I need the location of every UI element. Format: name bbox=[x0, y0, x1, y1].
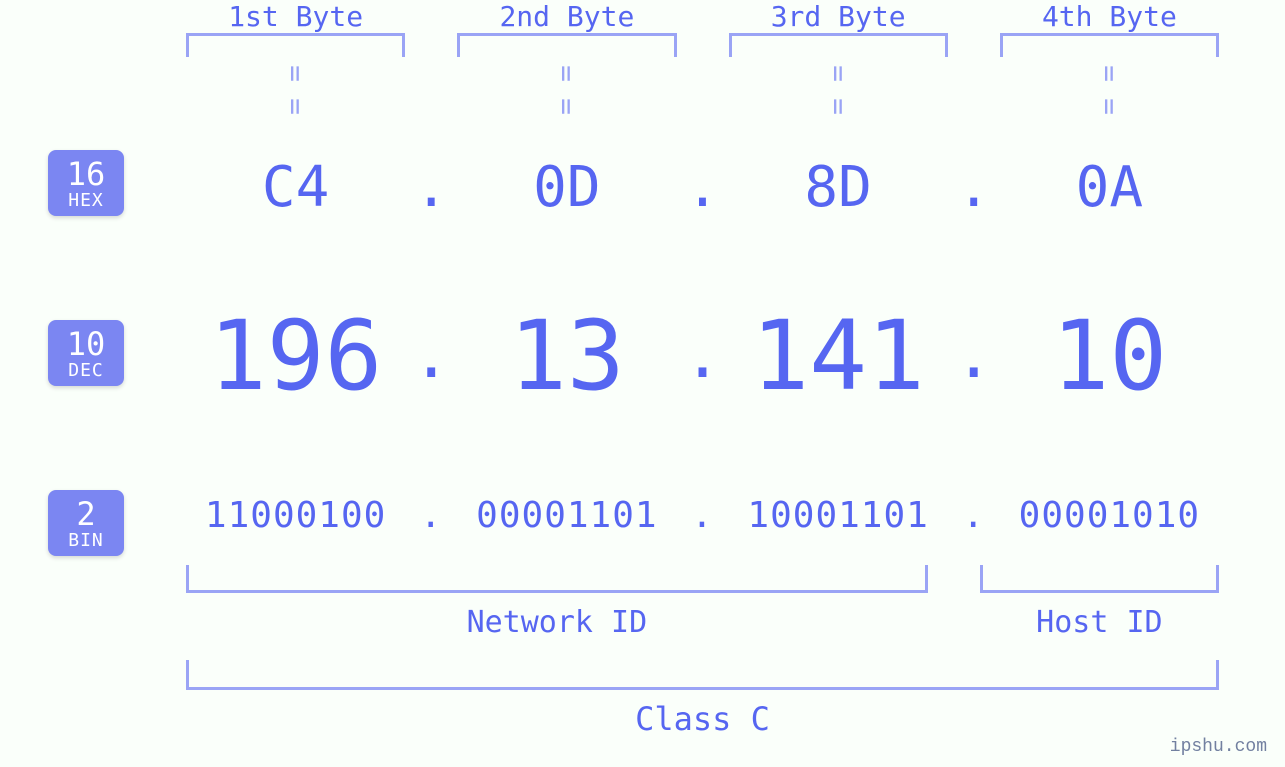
hex-byte-1: C4 bbox=[180, 155, 411, 220]
byte-label-1: 1st Byte bbox=[180, 0, 411, 33]
equals-icon: = bbox=[822, 98, 855, 115]
base-badge-dec-num: 10 bbox=[48, 328, 124, 362]
bin-row: 11000100 . 00001101 . 10001101 . 0000101… bbox=[180, 495, 1225, 536]
base-badge-hex-num: 16 bbox=[48, 158, 124, 192]
class-bracket bbox=[180, 660, 1225, 690]
byte-label-4: 4th Byte bbox=[994, 0, 1225, 33]
dot-separator: . bbox=[411, 319, 451, 393]
equals-icon: = bbox=[279, 65, 312, 82]
dot-separator: . bbox=[411, 495, 451, 536]
byte-top-brackets bbox=[180, 33, 1225, 57]
dot-separator: . bbox=[954, 155, 994, 220]
hex-byte-4: 0A bbox=[994, 155, 1225, 220]
dot-separator: . bbox=[954, 319, 994, 393]
dec-byte-1: 196 bbox=[180, 300, 411, 412]
bin-byte-1: 11000100 bbox=[180, 495, 411, 536]
byte-labels-row: 1st Byte 2nd Byte 3rd Byte 4th Byte bbox=[180, 0, 1225, 33]
equals-icon: = bbox=[550, 98, 583, 115]
hex-byte-3: 8D bbox=[723, 155, 954, 220]
base-badge-hex-label: HEX bbox=[48, 192, 124, 211]
equals-icon: = bbox=[279, 98, 312, 115]
dec-row: 196 . 13 . 141 . 10 bbox=[180, 300, 1225, 412]
base-badge-bin: 2 BIN bbox=[48, 490, 124, 556]
hex-row: C4 . 0D . 8D . 0A bbox=[180, 155, 1225, 220]
host-id-label: Host ID bbox=[974, 605, 1225, 640]
equals-icon: = bbox=[1093, 98, 1126, 115]
base-badge-dec-label: DEC bbox=[48, 362, 124, 381]
bin-byte-2: 00001101 bbox=[451, 495, 682, 536]
dec-byte-2: 13 bbox=[451, 300, 682, 412]
byte-label-2: 2nd Byte bbox=[451, 0, 682, 33]
bin-byte-4: 00001010 bbox=[994, 495, 1225, 536]
base-badge-bin-num: 2 bbox=[48, 498, 124, 532]
equals-row-1: = = = = bbox=[180, 57, 1225, 90]
dec-byte-4: 10 bbox=[994, 300, 1225, 412]
equals-row-2: = = = = bbox=[180, 90, 1225, 123]
network-host-labels: Network ID Host ID bbox=[180, 605, 1225, 640]
equals-icon: = bbox=[1093, 65, 1126, 82]
class-label: Class C bbox=[180, 700, 1225, 738]
dot-separator: . bbox=[683, 319, 723, 393]
base-badge-dec: 10 DEC bbox=[48, 320, 124, 386]
equals-icon: = bbox=[550, 65, 583, 82]
network-id-label: Network ID bbox=[180, 605, 934, 640]
bracket-bottom-icon bbox=[186, 660, 1219, 690]
bracket-top-icon bbox=[729, 33, 948, 57]
diagram-content: 1st Byte 2nd Byte 3rd Byte 4th Byte C4 .… bbox=[180, 0, 1225, 727]
dec-byte-3: 141 bbox=[723, 300, 954, 412]
dot-separator: . bbox=[411, 155, 451, 220]
dot-separator: . bbox=[683, 495, 723, 536]
watermark: ipshu.com bbox=[1170, 737, 1267, 757]
base-badge-bin-label: BIN bbox=[48, 532, 124, 551]
bracket-top-icon bbox=[186, 33, 405, 57]
base-badge-hex: 16 HEX bbox=[48, 150, 124, 216]
dot-separator: . bbox=[954, 495, 994, 536]
hex-byte-2: 0D bbox=[451, 155, 682, 220]
bin-byte-3: 10001101 bbox=[723, 495, 954, 536]
bracket-top-icon bbox=[1000, 33, 1219, 57]
equals-icon: = bbox=[822, 65, 855, 82]
byte-label-3: 3rd Byte bbox=[723, 0, 954, 33]
bracket-top-icon bbox=[457, 33, 676, 57]
bracket-bottom-icon bbox=[980, 565, 1219, 593]
network-host-brackets bbox=[180, 565, 1225, 593]
dot-separator: . bbox=[683, 155, 723, 220]
bracket-bottom-icon bbox=[186, 565, 928, 593]
